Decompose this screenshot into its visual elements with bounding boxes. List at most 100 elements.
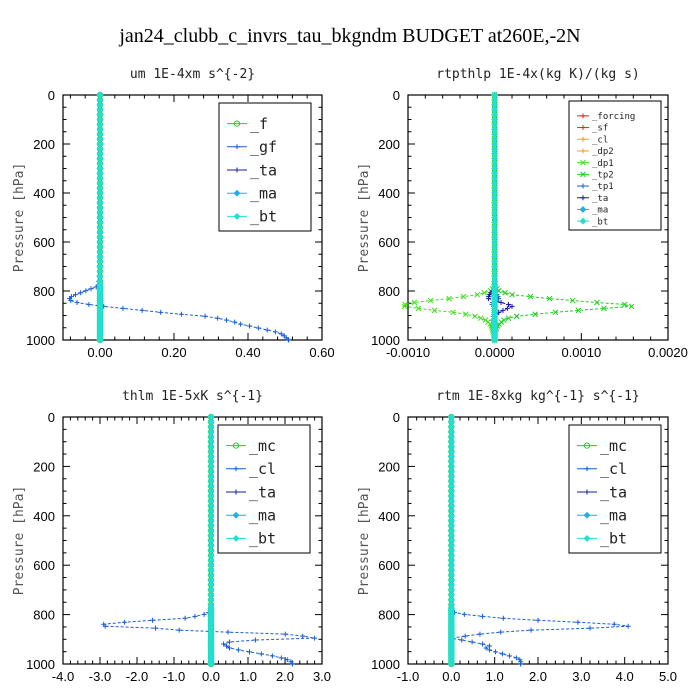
legend-marker <box>234 167 240 173</box>
data-point <box>264 327 270 333</box>
y-axis-label: Pressure [hPa] <box>12 486 27 596</box>
data-point <box>158 309 164 315</box>
panel-um: um 1E-4xm s^{-2} Pressure [hPa] 0.00 0.20 0.… <box>12 67 335 360</box>
data-point <box>68 298 74 304</box>
data-point <box>402 301 408 308</box>
legend-label: _ma <box>250 184 277 202</box>
x-tick-label: 0.0 <box>202 669 220 684</box>
x-tick-label: 0.0000 <box>475 345 515 360</box>
data-point <box>575 619 581 625</box>
y-tick-label: 600 <box>378 235 400 250</box>
x-tick-label: 1.0 <box>239 669 257 684</box>
data-point <box>569 297 576 304</box>
y-tick-label: 200 <box>33 137 55 152</box>
x-tick-label: 0.20 <box>161 345 186 360</box>
data-point <box>546 295 553 302</box>
y-tick-label: 600 <box>33 235 55 250</box>
data-point <box>78 290 84 296</box>
data-point <box>74 300 80 306</box>
legend-label: _ta <box>600 483 627 501</box>
data-point <box>486 296 492 302</box>
data-point <box>518 661 524 667</box>
x-tick-label: 0.0 <box>442 669 460 684</box>
y-tick-label: 1000 <box>371 333 400 348</box>
legend-label: _ta <box>250 161 277 179</box>
legend-label: _ma <box>600 506 627 524</box>
data-point <box>483 645 489 651</box>
y-tick-label: 800 <box>378 608 400 623</box>
data-point <box>587 625 593 631</box>
data-point <box>500 307 506 313</box>
data-point <box>88 286 94 292</box>
data-point <box>286 337 292 343</box>
legend: _f _gf _ta _ma _bt <box>218 102 312 232</box>
legend-label: _sf <box>592 124 608 134</box>
y-tick-label: 0 <box>48 88 55 103</box>
data-point <box>225 629 231 635</box>
y-tick-label: 400 <box>378 186 400 201</box>
data-point <box>227 639 232 645</box>
x-tick-label: 0.60 <box>309 345 334 360</box>
panel-rtm: rtm 1E-8xkg kg^{-1} s^{-1} Pressure [hPa]… <box>357 389 677 684</box>
data-point <box>207 660 215 668</box>
legend-label: _tp1 <box>592 182 614 192</box>
legend-marker <box>580 125 586 131</box>
data-point <box>201 611 207 617</box>
figure-title: jan24_clubb_c_invrs_tau_bkgndm BUDGET at… <box>118 25 580 47</box>
data-point <box>477 631 483 637</box>
x-tick-label: 5.0 <box>659 669 677 684</box>
data-point <box>481 289 488 296</box>
legend-label: _mc <box>249 437 276 455</box>
legend: _mc _cl _ta _ma _bt <box>217 424 311 554</box>
data-point <box>491 336 499 344</box>
data-point <box>472 313 478 320</box>
legend-marker <box>233 120 241 127</box>
data-point <box>594 299 600 306</box>
x-tick-label: 2.0 <box>276 669 294 684</box>
data-point <box>535 617 541 623</box>
x-tick-label: 2.0 <box>529 669 547 684</box>
data-point <box>238 321 244 327</box>
data-point <box>625 623 631 629</box>
legend-marker <box>583 442 591 449</box>
data-point <box>121 619 127 625</box>
data-point <box>139 307 145 313</box>
x-tick-label: -3.0 <box>89 669 111 684</box>
data-point <box>227 645 232 651</box>
data-point <box>269 653 275 659</box>
data-point <box>450 309 456 316</box>
data-point <box>500 615 506 621</box>
legend-marker <box>583 511 591 519</box>
legend-label: _forcing <box>592 112 635 122</box>
data-point <box>499 651 505 657</box>
data-point <box>176 627 182 633</box>
data-point <box>502 289 508 296</box>
y-tick-label: 400 <box>378 509 400 524</box>
data-point <box>96 336 104 344</box>
series-ta <box>486 92 515 343</box>
data-point <box>427 297 434 304</box>
data-point <box>411 299 418 306</box>
legend-marker <box>583 534 591 542</box>
legend: _forcing _sf_cl _dp2 _dp1 _tp2_tp1 _ta _ma_bt <box>568 100 662 231</box>
x-tick-label: 0.0020 <box>648 345 688 360</box>
y-tick-label: 600 <box>33 558 55 573</box>
data-point <box>498 300 504 306</box>
legend-label: _f <box>250 115 268 133</box>
legend-marker <box>580 183 586 189</box>
series-bt <box>96 91 104 344</box>
legend-label: _dp2 <box>592 147 614 157</box>
legend-label: _cl <box>592 135 608 145</box>
data-point <box>601 305 607 312</box>
panel-title: um 1E-4xm s^{-2} <box>130 67 255 82</box>
legend-marker <box>579 206 587 213</box>
data-point <box>527 293 534 300</box>
data-point <box>289 661 295 667</box>
data-point <box>182 615 188 621</box>
data-point <box>505 315 512 322</box>
data-point <box>312 635 318 641</box>
data-point <box>486 647 492 653</box>
legend-marker <box>232 534 240 542</box>
data-point <box>498 629 504 635</box>
